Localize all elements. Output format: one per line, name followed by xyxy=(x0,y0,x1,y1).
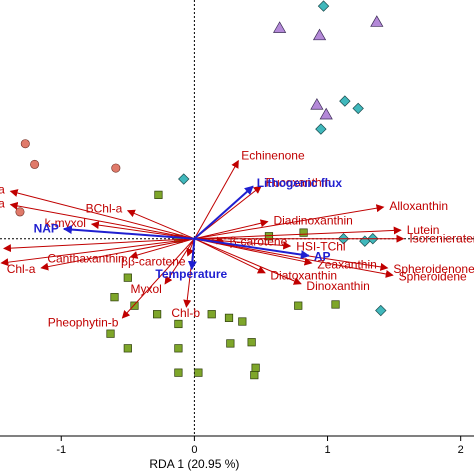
species-label: HSI-TChl xyxy=(296,239,345,253)
x-axis-ticks: -1 0 1 2 xyxy=(56,436,464,456)
diamond-point xyxy=(352,102,364,115)
species-label: Zeaxanthin xyxy=(317,257,376,271)
env-arrow xyxy=(193,185,254,240)
x-axis-label: RDA 1 (20.95 %) xyxy=(149,457,239,471)
species-arrow xyxy=(194,204,385,240)
square-point xyxy=(224,313,234,322)
species-label: Chl-a xyxy=(7,262,36,276)
species-label: β-carotene xyxy=(230,235,288,249)
species-arrow xyxy=(193,159,239,239)
square-point xyxy=(174,319,183,329)
circle-point xyxy=(15,207,25,217)
species-label: Fucoxanthin xyxy=(266,176,331,190)
square-point xyxy=(250,371,259,380)
species-label: Alloxanthin xyxy=(389,199,448,213)
triangle-point xyxy=(273,21,287,33)
square-point xyxy=(153,310,162,319)
square-point xyxy=(154,190,163,199)
square-point xyxy=(130,301,139,310)
circle-point xyxy=(20,139,30,149)
square-point xyxy=(247,338,256,347)
species-arrow xyxy=(194,219,269,240)
square-point xyxy=(238,317,247,326)
env-arrow xyxy=(187,238,197,271)
env-label: AP xyxy=(314,249,331,263)
species-label: Spheroidenone xyxy=(393,262,474,276)
species-label: Echinenone xyxy=(241,149,305,163)
species-arrow xyxy=(164,238,195,285)
species-arrow xyxy=(90,221,195,240)
species-label: ββ-carotene xyxy=(121,254,186,268)
env-arrow xyxy=(194,237,310,260)
species-label: ytin-a xyxy=(0,197,5,211)
species-label: Spheroidene xyxy=(399,269,467,283)
env-label: NAP xyxy=(34,222,59,236)
square-point xyxy=(294,301,303,310)
environment-arrows: Lithogenic flux NAP AP Temperature xyxy=(34,176,343,281)
species-arrow xyxy=(40,238,195,271)
square-point xyxy=(207,310,216,319)
species-label: Dinoxanthin xyxy=(306,279,369,293)
square-point xyxy=(299,228,308,237)
square-point xyxy=(226,339,235,348)
triangle-point xyxy=(310,98,324,110)
square-point xyxy=(194,368,203,377)
square-point xyxy=(174,368,183,377)
triangle-point xyxy=(312,28,327,41)
species-label: Myxol xyxy=(130,282,161,296)
circle-point xyxy=(111,163,121,173)
square-point xyxy=(174,344,183,353)
species-arrow xyxy=(9,189,195,240)
species-label: BChl-a xyxy=(86,201,123,215)
species-arrow xyxy=(194,238,394,278)
square-point xyxy=(110,293,119,302)
circle-point xyxy=(30,159,40,169)
species-arrow xyxy=(194,238,266,274)
species-arrow xyxy=(194,238,302,285)
species-label: Diadinoxanthin xyxy=(273,213,352,227)
triangle-point xyxy=(319,107,333,120)
diamond-point xyxy=(339,95,351,107)
species-label: Diatoxanthin xyxy=(270,268,337,282)
species-label: orbide-a xyxy=(0,183,5,197)
env-label: Lithogenic flux xyxy=(257,176,343,190)
species-arrow xyxy=(9,201,195,240)
x-tick-label: -1 xyxy=(56,444,66,456)
x-tick-label: 1 xyxy=(324,444,330,456)
species-label: k-myxol xyxy=(45,216,86,230)
species-arrow xyxy=(126,209,195,240)
env-arrow xyxy=(62,225,195,240)
x-tick-label: 2 xyxy=(458,444,464,456)
square-point xyxy=(106,329,115,338)
diamond-point xyxy=(375,304,387,317)
env-label: Temperature xyxy=(155,267,227,281)
species-arrow xyxy=(2,238,195,253)
square-point xyxy=(331,300,340,309)
x-tick-label: 0 xyxy=(191,444,197,456)
diamond-point xyxy=(315,123,327,135)
species-arrow xyxy=(194,238,313,266)
triangle-point xyxy=(370,15,384,27)
species-arrow xyxy=(0,238,195,267)
square-point xyxy=(123,273,132,282)
diamond-point xyxy=(178,173,190,185)
species-label: Chl-b xyxy=(171,306,200,320)
square-point xyxy=(123,344,132,353)
species-label: Pheophytin-b xyxy=(48,315,119,329)
species-arrow xyxy=(194,226,402,240)
species-arrow xyxy=(121,238,195,319)
species-label: Isorenieratene xyxy=(409,232,474,246)
sample-points xyxy=(15,0,387,380)
diamond-point xyxy=(317,0,330,12)
species-label: Lutein xyxy=(407,223,440,237)
species-arrows: Echinenone Fucoxanthin Diadinoxanthin Allox… xyxy=(0,149,474,330)
square-point xyxy=(251,363,260,372)
species-arrow xyxy=(129,238,195,259)
